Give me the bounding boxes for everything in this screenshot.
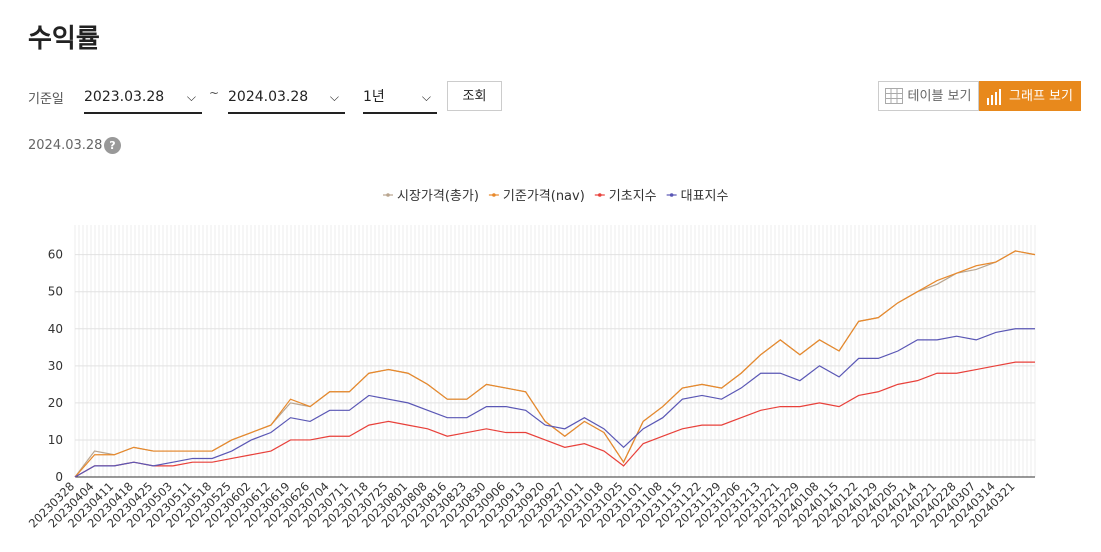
y-tick-label: 60 [48,248,63,262]
dropdown-arrow: ⌵ [329,90,339,104]
end-date-select[interactable]: 2024.03.28 ⌵ [228,82,345,114]
legend-dot [597,193,602,197]
y-tick-label: 40 [48,322,63,336]
table-icon [885,88,903,104]
as-of-date: 2024.03.28 [28,138,103,153]
legend-item: 기초지수 [594,189,657,204]
chart: 0102030405060202303282023040420230411202… [26,189,1036,531]
legend-item: 기준가격(nav) [488,189,585,204]
series-line [74,361,1035,478]
page-title: 수익률 [28,24,100,54]
graph-icon [987,89,1001,105]
separator: ~ [209,86,220,100]
graph-view-label: 그래프 보기 [1009,89,1073,104]
dropdown-arrow: ⌵ [421,90,431,104]
legend-dot [492,193,496,197]
legend-label: 기준가격(nav) [503,189,585,204]
y-tick-label: 10 [48,433,63,447]
start-date-select[interactable]: 2023.03.28 ⌵ [84,82,202,114]
series-line [74,328,1035,478]
dropdown-arrow: ⌵ [186,90,196,104]
legend-label: 시장가격(총가) [397,189,479,204]
table-view-label: 테이블 보기 [907,89,972,104]
period: 1년 [363,89,385,105]
search-button[interactable]: 조회 [447,81,502,111]
legend-item: 시장가격(총가) [383,189,479,204]
legend-label: 기초지수 [609,189,657,204]
date-label: 기준일 [28,92,64,107]
series-line [74,250,1036,478]
legend-dot [669,193,674,197]
legend-dot [386,193,390,197]
legend-label: 대표지수 [681,189,729,204]
table-view-button[interactable]: 테이블 보기 [878,81,979,111]
start-date: 2023.03.28 [84,89,165,105]
end-date: 2024.03.28 [228,89,309,105]
y-tick-label: 0 [55,470,63,484]
help-icon[interactable]: ? [104,137,121,154]
y-tick-label: 50 [48,285,63,299]
graph-view-button[interactable]: 그래프 보기 [979,81,1081,111]
legend-item: 대표지수 [666,189,729,204]
y-tick-label: 30 [48,359,63,373]
period-select[interactable]: 1년 ⌵ [363,82,437,114]
y-tick-label: 20 [48,396,63,410]
